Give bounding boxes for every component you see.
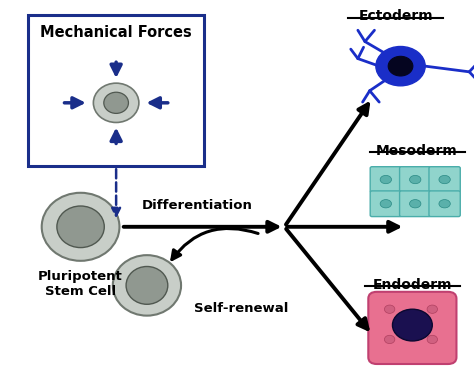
Text: Pluripotent
Stem Cell: Pluripotent Stem Cell [38, 270, 123, 298]
Text: Self-renewal: Self-renewal [194, 302, 289, 315]
FancyBboxPatch shape [368, 292, 456, 364]
Circle shape [376, 46, 425, 86]
FancyBboxPatch shape [370, 191, 401, 217]
FancyBboxPatch shape [429, 167, 460, 192]
Ellipse shape [113, 255, 181, 316]
Circle shape [384, 305, 395, 313]
Ellipse shape [126, 266, 168, 304]
Text: Mesoderm: Mesoderm [376, 144, 458, 158]
Circle shape [384, 335, 395, 344]
Ellipse shape [439, 200, 450, 208]
FancyBboxPatch shape [400, 191, 431, 217]
Ellipse shape [410, 175, 421, 184]
FancyBboxPatch shape [28, 15, 204, 166]
Ellipse shape [42, 193, 119, 261]
FancyBboxPatch shape [370, 167, 401, 192]
Ellipse shape [57, 206, 104, 248]
Text: Mechanical Forces: Mechanical Forces [40, 25, 192, 40]
Ellipse shape [93, 83, 139, 122]
Circle shape [427, 335, 438, 344]
Text: Endoderm: Endoderm [373, 278, 452, 292]
Ellipse shape [410, 200, 421, 208]
Circle shape [388, 56, 413, 76]
FancyBboxPatch shape [400, 167, 431, 192]
Ellipse shape [104, 92, 128, 113]
Circle shape [392, 309, 432, 341]
Text: Ectoderm: Ectoderm [358, 9, 433, 23]
Circle shape [427, 305, 438, 313]
Ellipse shape [439, 175, 450, 184]
Ellipse shape [380, 200, 392, 208]
Ellipse shape [380, 175, 392, 184]
Text: Differentiation: Differentiation [141, 200, 252, 212]
FancyBboxPatch shape [429, 191, 460, 217]
